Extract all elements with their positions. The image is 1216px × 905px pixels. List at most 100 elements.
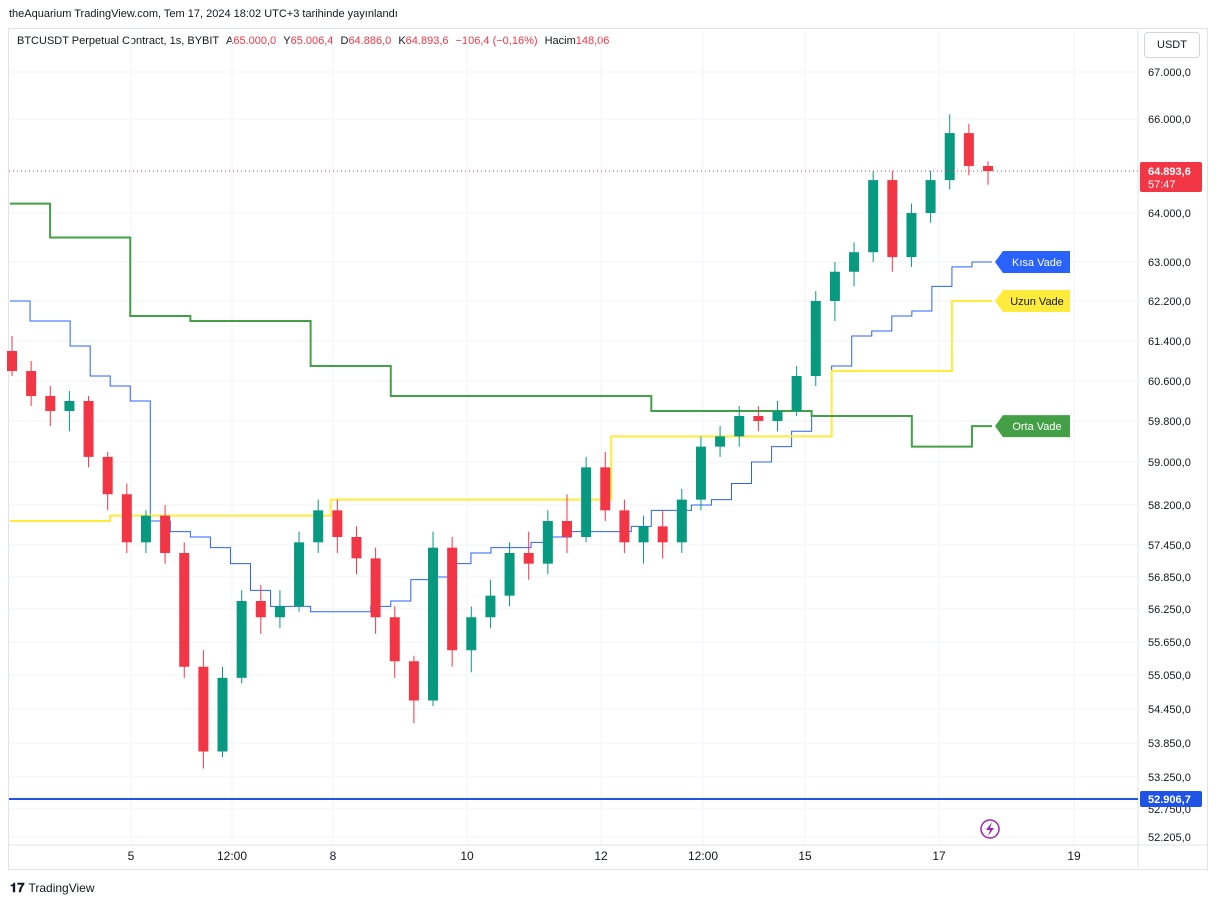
x-tick-label: 12:00 <box>688 849 718 863</box>
candle-body <box>983 166 993 172</box>
y-tick-label: 56.850,0 <box>1148 572 1191 584</box>
symbol-label[interactable]: BTCUSDT Perpetual Contract, 1s, BYBIT <box>17 35 219 47</box>
series-tag <box>995 251 1070 273</box>
close-value: 64.893,6 <box>405 35 449 47</box>
candle-body <box>715 436 726 447</box>
brand-label: TradingView <box>28 881 95 895</box>
chart-frame <box>8 28 1208 870</box>
candle-body <box>849 252 860 272</box>
candle-body <box>734 416 745 437</box>
candle-body <box>523 553 534 564</box>
high-label: Y <box>283 35 291 47</box>
series-tag-label: Kısa Vade <box>1012 257 1062 269</box>
y-tick-label: 52.205,0 <box>1148 832 1191 844</box>
x-axis-labels: 5 12:00 8 10 12 12:00 15 17 19 <box>128 849 1081 863</box>
y-tick-label: 60.600,0 <box>1148 376 1191 388</box>
y-tick-label: 53.250,0 <box>1148 772 1191 784</box>
candle-body <box>485 595 496 618</box>
y-tick-label: 59.800,0 <box>1148 416 1191 428</box>
x-tick-label: 12:00 <box>217 849 247 863</box>
candle-body <box>313 510 324 543</box>
x-tick-label: 19 <box>1067 849 1081 863</box>
overlays: 64.893,657:47 52.906,7 Kısa Vade Uzun Vade O… <box>9 162 1202 839</box>
candle-body <box>351 537 362 559</box>
candle-body <box>121 494 132 543</box>
x-tick-label: 10 <box>460 849 474 863</box>
candle-body <box>236 601 247 678</box>
publication-caption: theAquarium TradingView.com, Tem 17, 202… <box>9 8 398 20</box>
open-value: 65.000,0 <box>233 35 277 47</box>
last-price-badge <box>1140 162 1202 193</box>
candle-body <box>179 553 190 667</box>
y-tick-label: 64.000,0 <box>1148 208 1191 220</box>
candle-body <box>676 499 687 543</box>
candle-body <box>447 547 458 651</box>
y-tick-label: 58.200,0 <box>1148 500 1191 512</box>
candle-body <box>140 515 151 543</box>
candle-body <box>753 416 764 421</box>
x-tick-label: 15 <box>798 849 812 863</box>
candle-body <box>45 396 56 411</box>
hline-label: 52.906,7 <box>1148 794 1191 806</box>
indicator-line-orta <box>10 202 992 448</box>
candles <box>7 114 993 769</box>
candle-body <box>944 133 955 181</box>
candle-body <box>581 467 592 537</box>
candle-body <box>887 180 898 258</box>
candle-body <box>408 661 419 701</box>
candle-body <box>274 606 285 618</box>
candle-body <box>810 301 821 376</box>
y-tick-label: 62.200,0 <box>1148 296 1191 308</box>
y-tick-label: 53.850,0 <box>1148 738 1191 750</box>
indicator-line-uzun <box>10 300 992 522</box>
candle-body <box>906 213 917 258</box>
y-tick-label: 61.400,0 <box>1148 336 1191 348</box>
candle-body <box>868 180 879 253</box>
grid <box>9 30 1208 868</box>
candle-body <box>600 467 611 511</box>
x-tick-label: 17 <box>932 849 946 863</box>
candle-body <box>64 401 75 411</box>
y-tick-label: 56.250,0 <box>1148 604 1191 616</box>
last-price-label: 64.893,6 <box>1148 166 1191 178</box>
series-tag-label: Orta Vade <box>1012 421 1061 433</box>
candle-body <box>695 446 706 500</box>
high-value: 65.006,4 <box>290 35 334 47</box>
y-axis-labels: 67.000,0 66.000,0 64.000,0 63.000,0 62.200,0… <box>1148 67 1191 844</box>
candle-body <box>619 510 630 543</box>
candle-body <box>657 526 668 543</box>
series-tag-label: Uzun Vade <box>1010 296 1064 308</box>
y-tick-label: 55.050,0 <box>1148 670 1191 682</box>
series-tag <box>995 290 1070 312</box>
candle-body <box>925 180 936 213</box>
candle-body <box>542 521 553 564</box>
candle-body <box>7 351 17 371</box>
y-tick-label: 67.000,0 <box>1148 67 1191 79</box>
volume-label: Hacim <box>544 35 576 47</box>
indicator-lines <box>10 202 992 613</box>
candle-body <box>26 371 37 396</box>
tradingview-logo-icon: 𝟏𝟕 <box>10 880 25 895</box>
candle-body <box>829 271 840 301</box>
candle-body <box>466 617 477 651</box>
y-tick-label: 59.000,0 <box>1148 457 1191 469</box>
candle-body <box>561 521 572 537</box>
candle-body <box>160 515 171 553</box>
x-tick-label: 8 <box>330 849 337 863</box>
candle-body <box>217 677 228 752</box>
candle-body <box>638 526 649 543</box>
currency-button[interactable]: USDT <box>1144 32 1200 58</box>
lightning-icon <box>980 819 1000 839</box>
low-value: 64.886,0 <box>348 35 392 47</box>
candle-body <box>255 601 266 618</box>
candle-body <box>198 666 209 752</box>
series-tag <box>995 415 1070 438</box>
candle-body <box>370 558 381 618</box>
x-tick-label: 5 <box>128 849 135 863</box>
candle-body <box>332 510 343 537</box>
candle-body <box>772 411 783 421</box>
countdown-label: 57:47 <box>1148 179 1176 191</box>
brand[interactable]: 𝟏𝟕 TradingView <box>10 880 95 896</box>
hline-badge <box>1140 790 1202 807</box>
